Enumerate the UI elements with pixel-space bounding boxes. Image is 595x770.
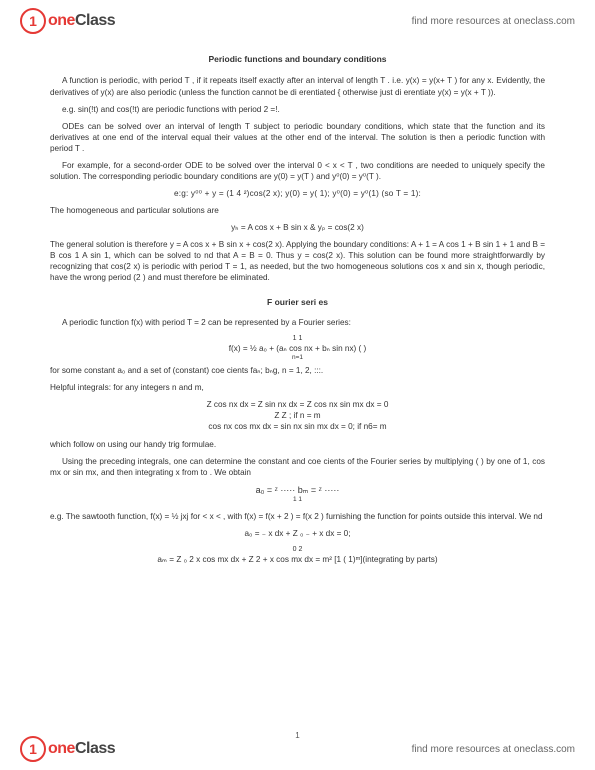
equation-line: cos nx cos mx dx = sin nx sin mx dx = 0;… (50, 421, 545, 432)
logo-icon: 1 (20, 8, 46, 34)
equation: a₀ = ₋ x dx + Z ₀ ₋ + x dx = 0; (50, 528, 545, 539)
paragraph: ODEs can be solved over an interval of l… (50, 121, 545, 154)
equation-line: Z Z ; if n = m (50, 410, 545, 421)
logo-icon: 1 (20, 736, 46, 762)
document-body: Periodic functions and boundary conditio… (0, 38, 595, 565)
paragraph: Helpful integrals: for any integers n an… (50, 382, 545, 393)
equation: a₀ = ᶻ ····· bₘ = ᶻ ····· 1 1 (50, 484, 545, 505)
header-link[interactable]: find more resources at oneclass.com (412, 16, 575, 27)
paragraph: Using the preceding integrals, one can d… (50, 456, 545, 478)
equation-subscript: n=1 (50, 354, 545, 363)
paragraph: For example, for a second-order ODE to b… (50, 160, 545, 182)
logo-text-one: one (48, 740, 75, 757)
section-title-2: F ourier seri es (50, 297, 545, 308)
equation: 0 2 aₘ = Z ₀ 2 x cos mx dx + Z 2 + x cos… (50, 545, 545, 566)
paragraph: The general solution is therefore y = A … (50, 239, 545, 283)
equation-line: Z cos nx dx = Z sin nx dx = Z cos nx sin… (50, 399, 545, 410)
logo-text-class: Class (75, 12, 115, 29)
equation-superscript-row: 0 2 (50, 545, 545, 554)
equation: e:g: y⁰⁰ + y = (1 4 ²)cos(2 x); y(0) = y… (50, 188, 545, 199)
paragraph: for some constant a₀ and a set of (const… (50, 365, 545, 376)
paragraph: A periodic function f(x) with period T =… (50, 317, 545, 328)
logo-text: oneClass (48, 740, 115, 758)
paragraph: e.g. The sawtooth function, f(x) = ½ jxj… (50, 511, 545, 522)
footer: 1 oneClass find more resources at onecla… (0, 732, 595, 770)
equation: 1 1 f(x) = ½ a₀ + (aₙ cos nx + bₙ sin nx… (50, 334, 545, 363)
example-line: e.g. sin(!t) and cos(!t) are periodic fu… (50, 104, 545, 115)
footer-logo[interactable]: 1 oneClass (20, 736, 115, 762)
equation: yₕ = A cos x + B sin x & yₚ = cos(2 x) (50, 222, 545, 233)
equation-body: f(x) = ½ a₀ + (aₙ cos nx + bₙ sin nx) ( … (50, 343, 545, 354)
logo[interactable]: 1 oneClass (20, 8, 115, 34)
section-title-1: Periodic functions and boundary conditio… (50, 54, 545, 65)
header: 1 oneClass find more resources at onecla… (0, 0, 595, 38)
equation-subscript: 1 1 (50, 496, 545, 505)
paragraph: which follow on using our handy trig for… (50, 439, 545, 450)
equation-body: a₀ = ᶻ ····· bₘ = ᶻ ····· (50, 484, 545, 496)
footer-link[interactable]: find more resources at oneclass.com (412, 744, 575, 755)
paragraph: A function is periodic, with period T , … (50, 75, 545, 97)
equation-group: Z cos nx dx = Z sin nx dx = Z cos nx sin… (50, 399, 545, 432)
logo-text: oneClass (48, 12, 115, 30)
logo-text-class: Class (75, 740, 115, 757)
equation-body: aₘ = Z ₀ 2 x cos mx dx + Z 2 + x cos mx … (50, 554, 545, 565)
logo-text-one: one (48, 12, 75, 29)
equation-superscript-row: 1 1 (50, 334, 545, 343)
paragraph: The homogeneous and particular solutions… (50, 205, 545, 216)
